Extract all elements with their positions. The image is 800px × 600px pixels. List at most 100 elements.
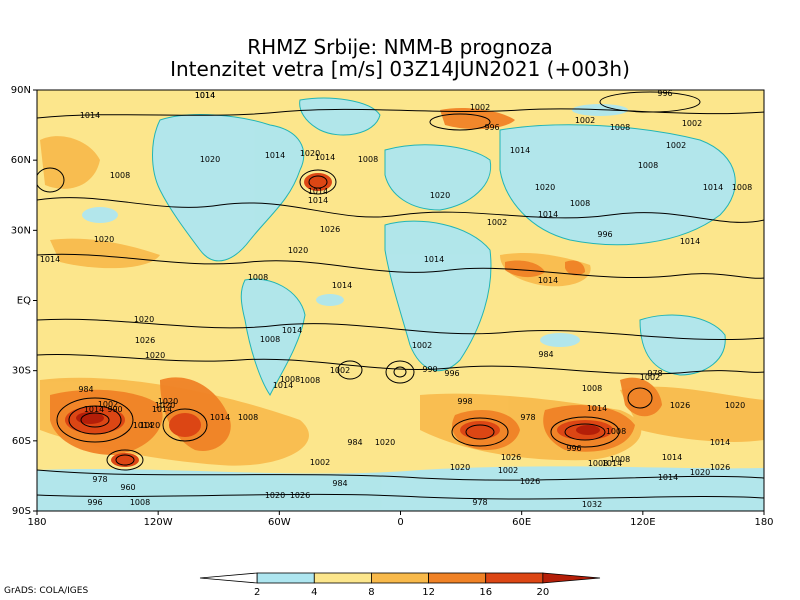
lat-tick-label: 90N <box>11 85 31 96</box>
isobar-label: 1008 <box>300 376 320 385</box>
isobar-label: 1020 <box>94 235 114 244</box>
isobar-label: 1008 <box>588 459 608 468</box>
isobar-label: 1026 <box>320 225 340 234</box>
lon-tick-label: 120E <box>630 517 655 528</box>
colorbar-segment <box>313 572 372 584</box>
colorbar-segment <box>199 572 258 584</box>
isobar-label: 1020 <box>690 468 710 477</box>
coastlines <box>152 97 736 396</box>
isobar-label: 1026 <box>670 401 690 410</box>
isobar-label: 1002 <box>412 341 432 350</box>
isobar-label: 1026 <box>520 477 540 486</box>
isobar-label: 1014 <box>195 91 215 100</box>
isobar-label: 1002 <box>98 400 118 409</box>
isobar-label: 1020 <box>450 463 470 472</box>
isobar-label: 1002 <box>310 458 330 467</box>
lat-tick-label: 30N <box>11 225 31 236</box>
isobar-label: 1014 <box>133 421 153 430</box>
lat-tick-label: EQ <box>17 296 31 307</box>
lat-tick-label: 60S <box>12 436 31 447</box>
lat-tick-label: 30S <box>12 366 31 377</box>
isobar-label: 1014 <box>80 111 100 120</box>
isobar-label: 1020 <box>265 491 285 500</box>
isobar-label: 1014 <box>658 473 678 482</box>
isobar-label: 1002 <box>666 141 686 150</box>
lon-tick-label: 120W <box>144 517 173 528</box>
isobar-label: 1014 <box>273 381 293 390</box>
isobar-label: 1020 <box>158 397 178 406</box>
lon-tick-label: 180 <box>27 517 46 528</box>
colorbar-segment <box>485 572 544 584</box>
isobar-label: 990 <box>107 405 122 414</box>
isobar-label: 998 <box>457 397 472 406</box>
isobar-label: 978 <box>472 498 487 507</box>
isobar-label: 1026 <box>290 491 310 500</box>
isobar-label: 978 <box>92 475 107 484</box>
isobar-label: 1014 <box>308 187 328 196</box>
isobar-label: 1002 <box>470 103 490 112</box>
isobar-label: 1008 <box>110 171 130 180</box>
isobar-label: 1014 <box>315 153 335 162</box>
isobar-label: 996 <box>566 444 581 453</box>
isobar-label: 1008 <box>606 427 626 436</box>
isobar-label: 1026 <box>710 463 730 472</box>
isobar-label: 1014 <box>662 453 682 462</box>
isobar-label: 1014 <box>587 404 607 413</box>
isobar-label: 1014 <box>710 438 730 447</box>
isobar-label: 1020 <box>375 438 395 447</box>
colorbar-segment <box>542 572 601 584</box>
isobar-label: 1020 <box>430 191 450 200</box>
isobar-label: 984 <box>78 385 93 394</box>
longitude-axis: 180 120W 60W 0 60E 120E 180 <box>27 511 774 528</box>
isobar-label: 996 <box>444 369 459 378</box>
isobar-label: 1002 <box>682 119 702 128</box>
colorbar-segment <box>256 572 315 584</box>
lon-tick-label: 60W <box>268 517 291 528</box>
colorbar-segment <box>428 572 487 584</box>
isobar-label: 1008 <box>610 123 630 132</box>
isobar-label: 1026 <box>135 336 155 345</box>
colorbar-label: 4 <box>311 587 317 598</box>
isobar-label: 984 <box>332 479 347 488</box>
isobar-label: 1020 <box>288 246 308 255</box>
isobar-label: 1014 <box>265 151 285 160</box>
isobar-label: 1008 <box>280 375 300 384</box>
isobar-label: 1002 <box>498 466 518 475</box>
isobar-label: 1014 <box>680 237 700 246</box>
colorbar-label: 12 <box>422 587 435 598</box>
isobar-label: 996 <box>87 498 102 507</box>
isobar-label: 1014 <box>152 405 172 414</box>
map-title: RHMZ Srbije: NMM-B prognoza <box>247 35 553 59</box>
isobar-label: 1020 <box>145 351 165 360</box>
isobar-label: 1008 <box>570 199 590 208</box>
isobar-label: 1008 <box>610 455 630 464</box>
isobar-label: 1014 <box>332 281 352 290</box>
isobar-label: 1020 <box>300 149 320 158</box>
isobar-label: 1008 <box>260 335 280 344</box>
isobar-label: 996 <box>484 123 499 132</box>
isobar-label: 990 <box>422 365 437 374</box>
grads-credit: GrADS: COLA/IGES <box>4 586 89 596</box>
jet-maxima <box>76 412 600 435</box>
isobar-label: 1014 <box>602 459 622 468</box>
lat-tick-label: 60N <box>11 155 31 166</box>
isobar-label: 960 <box>120 483 135 492</box>
colorbar-segment <box>371 572 429 584</box>
isobar-label: 1020 <box>134 315 154 324</box>
isobar-label: 1008 <box>238 413 258 422</box>
latitude-axis: 90N 60N 30N EQ 30S 60S 90S <box>11 85 37 517</box>
isobar-label: 1014 <box>210 413 230 422</box>
isobar-label: 978 <box>520 413 535 422</box>
isobar-label: 1014 <box>282 326 302 335</box>
isobar-label: 1002 <box>330 366 350 375</box>
isobar-label: 1014 <box>195 91 215 100</box>
colorbar-label: 8 <box>368 587 374 598</box>
isobar-label: 1020 <box>535 183 555 192</box>
isobar-label: 978 <box>647 369 662 378</box>
isobar-label: 1002 <box>640 373 660 382</box>
isobar-label: 1026 <box>501 453 521 462</box>
isobar-label: 996 <box>597 230 612 239</box>
isobar-label: 1020 <box>155 401 175 410</box>
isobar-label: 1032 <box>582 500 602 509</box>
